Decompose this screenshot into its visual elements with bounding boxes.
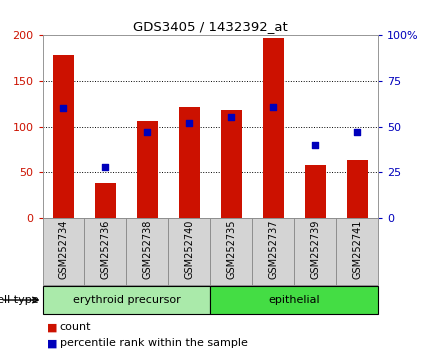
Text: cell type: cell type xyxy=(0,295,38,305)
Text: GSM252740: GSM252740 xyxy=(184,220,194,279)
Point xyxy=(102,164,109,170)
Point xyxy=(228,115,235,120)
Text: GSM252734: GSM252734 xyxy=(59,220,68,279)
FancyBboxPatch shape xyxy=(168,218,210,285)
FancyBboxPatch shape xyxy=(294,218,336,285)
FancyBboxPatch shape xyxy=(42,218,85,285)
Bar xyxy=(137,121,158,218)
Text: GSM252739: GSM252739 xyxy=(310,220,320,279)
Text: GSM252736: GSM252736 xyxy=(100,220,110,279)
Title: GDS3405 / 1432392_at: GDS3405 / 1432392_at xyxy=(133,20,288,33)
Bar xyxy=(53,56,74,218)
Text: count: count xyxy=(60,322,91,332)
FancyBboxPatch shape xyxy=(336,218,378,285)
Point xyxy=(270,104,277,109)
FancyBboxPatch shape xyxy=(85,218,127,285)
Bar xyxy=(263,38,284,218)
Text: GSM252741: GSM252741 xyxy=(352,220,362,279)
Point xyxy=(60,105,67,111)
Text: percentile rank within the sample: percentile rank within the sample xyxy=(60,338,247,348)
FancyBboxPatch shape xyxy=(210,286,378,314)
FancyBboxPatch shape xyxy=(42,286,210,314)
Point xyxy=(354,129,361,135)
Text: erythroid precursor: erythroid precursor xyxy=(73,295,180,305)
FancyBboxPatch shape xyxy=(127,218,168,285)
Bar xyxy=(95,183,116,218)
Text: GSM252738: GSM252738 xyxy=(142,220,153,279)
Text: GSM252735: GSM252735 xyxy=(227,220,236,279)
Bar xyxy=(305,165,326,218)
Bar xyxy=(179,107,200,218)
Bar xyxy=(347,160,368,218)
Point xyxy=(312,142,319,148)
Text: ■: ■ xyxy=(47,322,57,332)
Point xyxy=(144,129,151,135)
Bar xyxy=(221,110,242,218)
Text: epithelial: epithelial xyxy=(269,295,320,305)
Text: ■: ■ xyxy=(47,338,57,348)
FancyBboxPatch shape xyxy=(210,218,252,285)
Point xyxy=(186,120,193,126)
Text: GSM252737: GSM252737 xyxy=(268,220,278,279)
FancyBboxPatch shape xyxy=(252,218,294,285)
